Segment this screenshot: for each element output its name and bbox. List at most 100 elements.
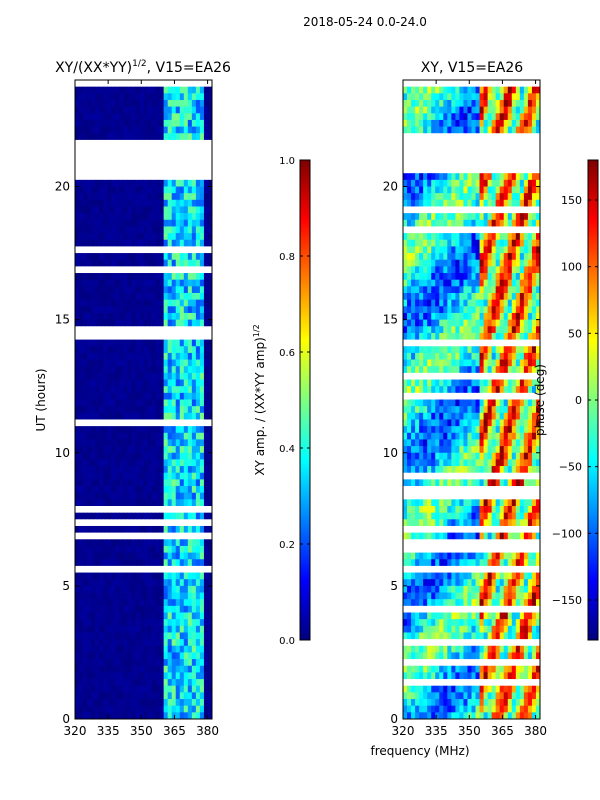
heatmap-cell	[111, 459, 116, 467]
heatmap-cell	[415, 213, 420, 221]
heatmap-cell	[123, 652, 128, 660]
heatmap-cell	[95, 293, 100, 301]
heatmap-cell	[191, 359, 197, 367]
heatmap-cell	[99, 639, 104, 647]
heatmap-cell	[187, 306, 193, 314]
heatmap-cell	[167, 552, 173, 560]
heatmap-cell	[147, 479, 152, 487]
heatmap-cell	[99, 692, 104, 700]
heatmap-cell	[99, 386, 104, 394]
heatmap-cell	[103, 346, 108, 354]
heatmap-cell	[147, 113, 152, 121]
heatmap-cell	[415, 379, 420, 387]
heatmap-cell	[439, 273, 444, 281]
heatmap-cell	[99, 545, 104, 553]
heatmap-cell	[111, 372, 116, 380]
heatmap-cell	[103, 80, 108, 88]
heatmap-cell	[115, 332, 120, 340]
heatmap-cell	[475, 386, 480, 394]
heatmap-cell	[83, 639, 88, 647]
heatmap-cell	[423, 266, 428, 274]
heatmap-cell	[427, 306, 432, 314]
heatmap-cell	[207, 386, 213, 394]
heatmap-cell	[467, 239, 472, 247]
heatmap-cell	[527, 166, 533, 174]
heatmap-cell	[135, 186, 140, 194]
heatmap-cell	[83, 133, 88, 141]
x-tick-label: 380	[196, 724, 219, 738]
heatmap-cell	[87, 452, 92, 460]
heatmap-cell	[471, 113, 476, 121]
heatmap-cell	[471, 173, 476, 181]
heatmap-cell	[83, 672, 88, 680]
heatmap-cell	[119, 146, 124, 154]
heatmap-cell	[95, 286, 100, 294]
heatmap-cell	[75, 525, 80, 534]
heatmap-cell	[511, 80, 517, 88]
heatmap-cell	[523, 326, 529, 334]
heatmap-cell	[83, 93, 88, 101]
heatmap-cell	[163, 632, 169, 640]
heatmap-cell	[111, 452, 116, 460]
heatmap-cell	[507, 126, 513, 134]
heatmap-cell	[123, 585, 128, 593]
colorbar-tick-label: 0.8	[279, 252, 295, 263]
heatmap-cell	[503, 186, 509, 194]
heatmap-cell	[503, 233, 509, 241]
heatmap-cell	[171, 545, 177, 553]
heatmap-cell	[95, 153, 100, 161]
heatmap-cell	[515, 173, 521, 181]
heatmap-cell	[199, 312, 205, 321]
heatmap-cell	[419, 299, 424, 307]
heatmap-cell	[91, 432, 96, 440]
heatmap-cell	[431, 246, 436, 254]
heatmap-cell	[115, 139, 120, 147]
heatmap-cell	[135, 199, 140, 207]
heatmap-cell	[179, 113, 185, 121]
heatmap-cell	[475, 173, 480, 181]
heatmap-cell	[447, 80, 452, 88]
heatmap-cell	[123, 372, 128, 380]
heatmap-cell	[151, 672, 156, 680]
heatmap-cell	[139, 106, 144, 114]
heatmap-cell	[75, 273, 80, 281]
heatmap-cell	[103, 426, 108, 434]
heatmap-cell	[203, 605, 209, 613]
heatmap-cell	[107, 319, 112, 327]
heatmap-cell	[143, 346, 148, 354]
heatmap-cell	[439, 332, 444, 340]
heatmap-cell	[79, 565, 84, 573]
heatmap-cell	[191, 219, 197, 227]
heatmap-cell	[191, 579, 197, 587]
heatmap-cell	[171, 499, 177, 507]
heatmap-cell	[415, 286, 420, 294]
heatmap-cell	[91, 479, 96, 487]
heatmap-cell	[147, 299, 152, 307]
heatmap-cell	[139, 219, 144, 227]
heatmap-cell	[103, 326, 108, 334]
heatmap-cell	[207, 133, 213, 141]
heatmap-cell	[531, 319, 537, 327]
heatmap-cell	[483, 359, 489, 367]
heatmap-cell	[195, 432, 201, 440]
heatmap-cell	[115, 499, 120, 507]
heatmap-cell	[471, 193, 476, 201]
heatmap-cell	[143, 239, 148, 247]
heatmap-cell	[163, 679, 169, 687]
heatmap-cell	[79, 412, 84, 420]
heatmap-cell	[163, 119, 169, 127]
heatmap-cell	[143, 685, 148, 693]
heatmap-cell	[175, 253, 181, 261]
heatmap-cell	[503, 119, 509, 127]
heatmap-cell	[179, 286, 185, 294]
heatmap-cell	[159, 286, 165, 294]
heatmap-cell	[151, 279, 156, 287]
heatmap-cell	[179, 332, 185, 340]
heatmap-cell	[83, 472, 88, 480]
heatmap-cell	[423, 319, 428, 327]
heatmap-cell	[127, 253, 132, 261]
heatmap-cell	[519, 86, 525, 94]
heatmap-cell	[471, 352, 476, 360]
heatmap-cell	[439, 226, 444, 234]
heatmap-cell	[143, 246, 148, 254]
